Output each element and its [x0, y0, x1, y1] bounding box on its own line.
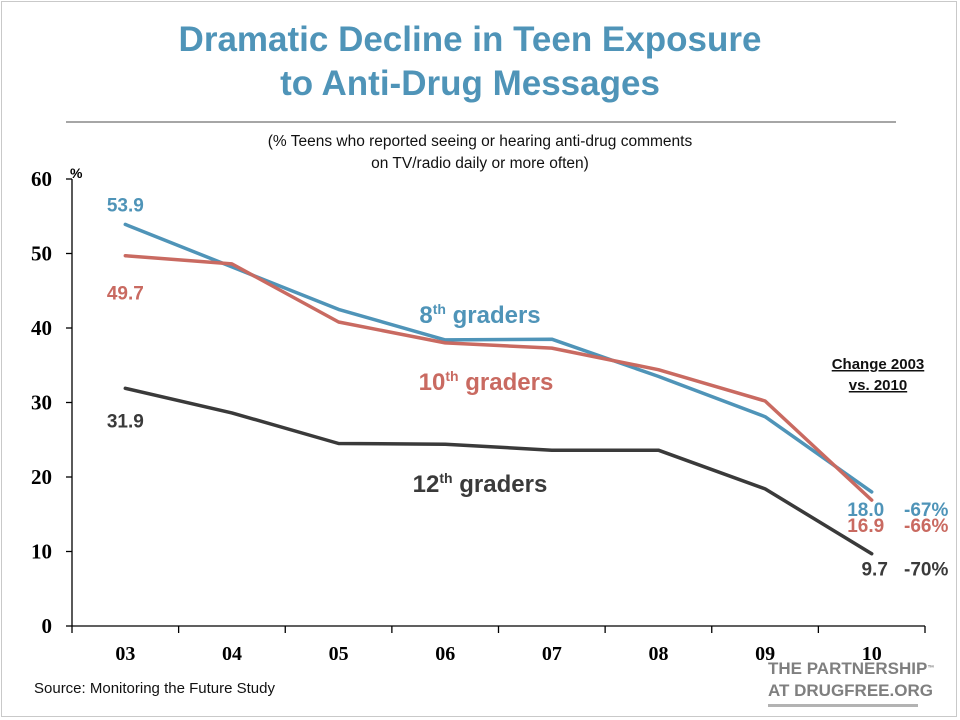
y-tick-label: 30	[31, 391, 52, 415]
source-note: Source: Monitoring the Future Study	[34, 680, 275, 697]
series-line-grade10	[123, 253, 874, 502]
chart-subtitle: (% Teens who reported seeing or hearing …	[150, 131, 810, 175]
series-name-grade8: 8th graders	[419, 301, 540, 329]
y-tick-label: 0	[42, 614, 53, 638]
subtitle-line-2: on TV/radio daily or more often)	[371, 155, 589, 172]
x-tick-label: 07	[542, 643, 562, 665]
change-percent-grade10: -66%	[904, 516, 948, 537]
change-header-line-2: vs. 2010	[849, 377, 907, 394]
change-percent-grade8: -67%	[904, 500, 948, 521]
series-line-grade12	[123, 386, 874, 556]
y-axis-unit-label: %	[70, 165, 83, 181]
partnership-logo: THE PARTNERSHIP™ AT DRUGFREE.ORG	[768, 658, 948, 707]
end-label-grade12: 9.7	[861, 560, 887, 581]
change-percent-grade12: -70%	[904, 560, 948, 581]
y-tick-label: 20	[31, 465, 52, 489]
series-name-grade12: 12th graders	[413, 470, 548, 498]
x-tick-label: 04	[222, 643, 242, 665]
title-line-1: Dramatic Decline in Teen Exposure	[178, 20, 762, 59]
start-label-grade12: 31.9	[107, 411, 144, 432]
x-tick-label: 10	[862, 643, 882, 665]
x-tick-label: 05	[329, 643, 349, 665]
x-tick-label: 03	[115, 643, 135, 665]
logo-line-1-text: THE PARTNERSHIP	[768, 659, 928, 678]
logo-underline	[768, 704, 918, 707]
y-tick-label: 10	[31, 540, 52, 564]
chart-title: Dramatic Decline in Teen Exposure to Ant…	[0, 18, 940, 106]
title-line-2: to Anti-Drug Messages	[280, 64, 660, 103]
y-tick-label: 60	[31, 167, 52, 191]
subtitle-line-1: (% Teens who reported seeing or hearing …	[267, 133, 693, 150]
end-label-grade10: 16.9	[847, 516, 884, 537]
change-header-line-1: Change 2003	[832, 356, 925, 373]
x-tick-label: 08	[648, 643, 668, 665]
y-tick-label: 40	[31, 316, 52, 340]
y-tick-label: 50	[31, 242, 52, 266]
series-name-grade10: 10th graders	[419, 368, 554, 396]
start-label-grade8: 53.9	[107, 195, 144, 216]
title-divider	[66, 121, 896, 123]
series-line-grade8	[123, 222, 874, 494]
x-tick-label: 09	[755, 643, 775, 665]
logo-trademark: ™	[927, 665, 935, 672]
logo-line-2: AT DRUGFREE.ORG	[768, 681, 933, 700]
start-label-grade10: 49.7	[107, 284, 144, 305]
end-label-grade8: 18.0	[847, 500, 884, 521]
logo-line-1: THE PARTNERSHIP™	[768, 658, 948, 680]
x-tick-label: 06	[435, 643, 455, 665]
